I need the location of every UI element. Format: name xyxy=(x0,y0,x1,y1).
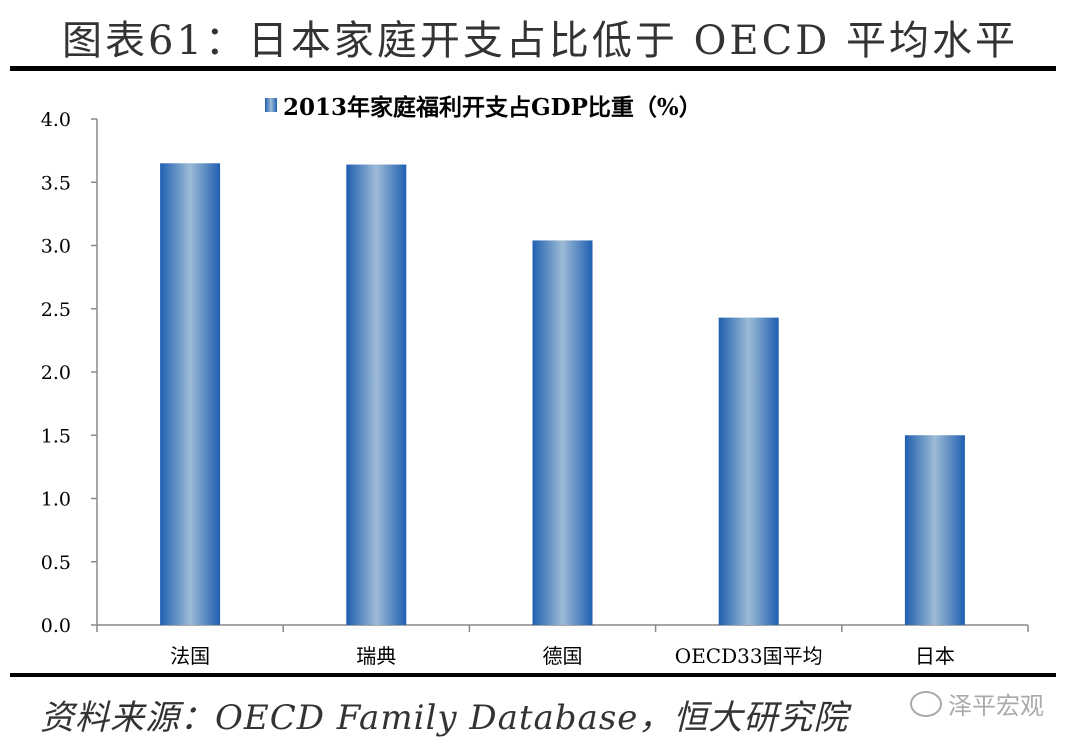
y-tick-label: 1.0 xyxy=(41,489,71,511)
y-tick-label: 0.0 xyxy=(41,615,71,637)
x-tick-label: OECD33国平均 xyxy=(675,644,823,668)
y-tick-label: 3.0 xyxy=(41,236,71,258)
top-rule xyxy=(10,66,1056,71)
watermark: 泽平宏观 xyxy=(910,686,1044,721)
y-axis: 0.0 0.5 1.0 1.5 2.0 2.5 3.0 3.5 4.0 xyxy=(41,109,98,637)
legend-label: 2013年家庭福利开支占GDP比重（%） xyxy=(283,94,702,121)
x-tick-label: 日本 xyxy=(915,644,955,668)
bar xyxy=(160,163,221,625)
y-tick-label: 2.0 xyxy=(41,362,71,384)
y-tick-label: 4.0 xyxy=(41,109,71,131)
y-tick-label: 1.5 xyxy=(41,425,71,447)
y-tick-label: 0.5 xyxy=(41,552,71,574)
y-tick-label: 3.5 xyxy=(41,172,71,194)
source-note: 资料来源：OECD Family Database，恒大研究院 xyxy=(40,698,849,738)
legend-swatch xyxy=(265,98,277,112)
bar xyxy=(718,317,779,625)
x-axis: 法国 瑞典 德国 OECD33国平均 日本 xyxy=(96,624,1029,668)
y-tick-label: 2.5 xyxy=(41,299,71,321)
bars xyxy=(160,163,965,626)
x-tick-label: 瑞典 xyxy=(356,644,396,668)
page-title: 图表61：日本家庭开支占比低于 OECD 平均水平 xyxy=(62,18,1018,64)
watermark-text: 泽平宏观 xyxy=(948,692,1044,720)
x-tick-label: 法国 xyxy=(170,644,210,668)
bottom-rule xyxy=(10,673,1056,677)
x-tick-label: 德国 xyxy=(543,644,583,668)
chart-legend: 2013年家庭福利开支占GDP比重（%） xyxy=(265,88,702,122)
bar xyxy=(346,164,407,626)
wechat-icon xyxy=(910,690,942,717)
bar xyxy=(532,240,593,625)
bar xyxy=(904,435,965,625)
